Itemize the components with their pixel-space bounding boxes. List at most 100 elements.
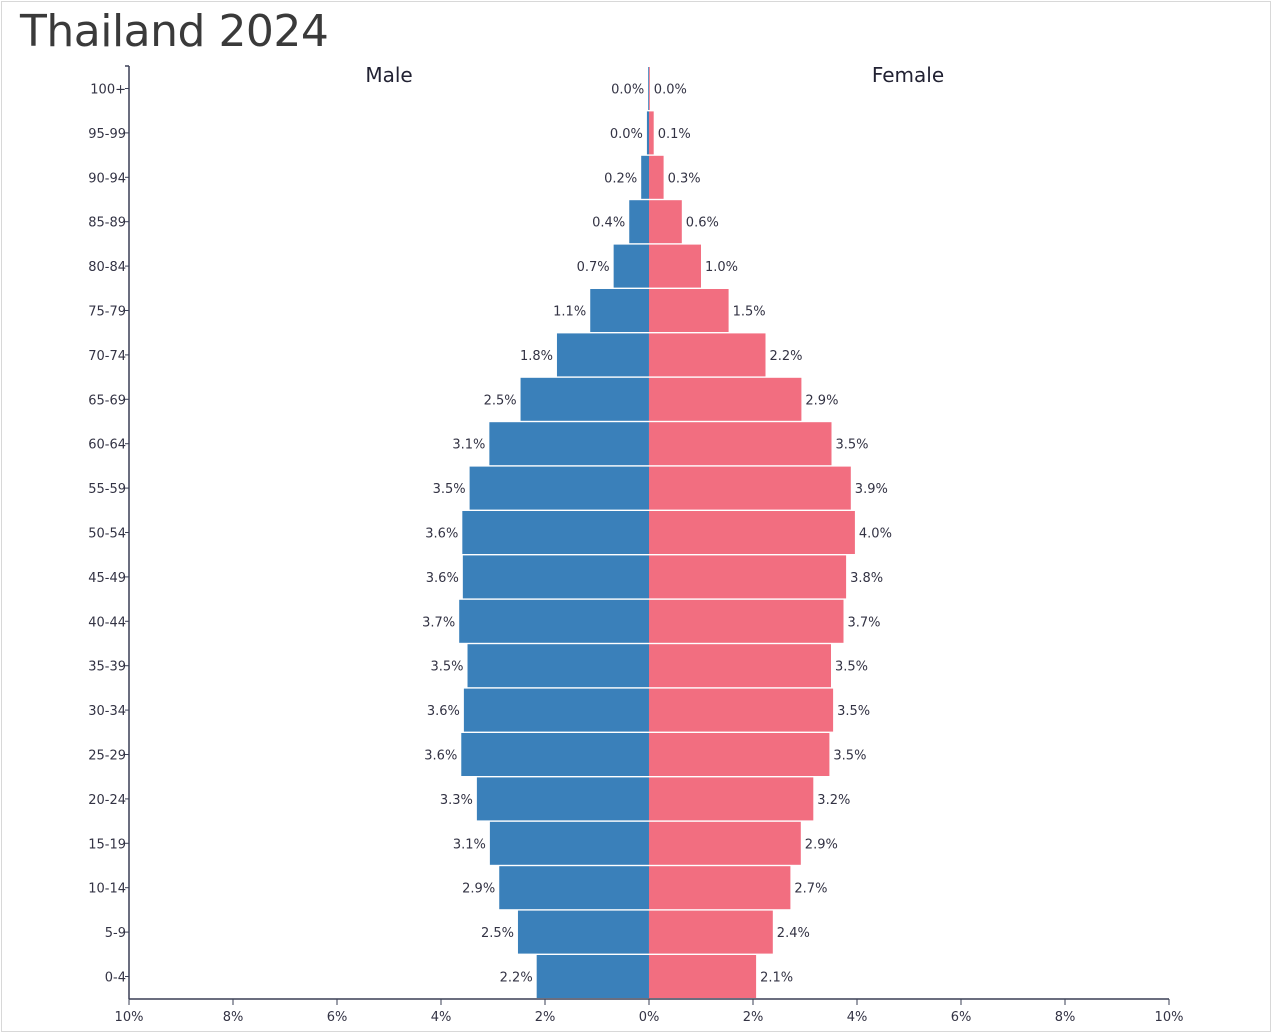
x-tick-label: 10% [115,1010,144,1025]
x-tick-label: 6% [951,1010,972,1025]
data-label-male-age-95-99: 0.0% [610,127,643,142]
y-tick-label-age-100-plus: 100+ [90,83,126,98]
bar-male-age-60-64 [489,422,649,466]
x-tick-label: 6% [327,1010,348,1025]
x-tick-label: 8% [1055,1010,1076,1025]
data-label-female-age-25-29: 3.5% [833,749,866,764]
bar-female-age-75-79 [649,289,729,332]
x-tick-label: 4% [847,1010,868,1025]
data-label-male-age-85-89: 0.4% [592,216,625,231]
y-tick-label-age-15-19: 15-19 [88,837,126,852]
bar-female-age-90-94 [649,155,664,199]
data-label-female-age-0-4: 2.1% [760,971,793,986]
bar-male-age-95-99 [646,111,650,155]
bar-female-age-100-plus [649,67,650,110]
y-tick-label-age-5-9: 5-9 [105,926,126,941]
bar-male-age-65-69 [520,377,649,421]
bar-female-age-0-4 [649,955,757,998]
y-tick-label-age-50-54: 50-54 [88,527,126,542]
data-label-male-age-75-79: 1.1% [553,305,586,320]
data-label-male-age-15-19: 3.1% [453,837,486,852]
y-tick-label-age-75-79: 75-79 [88,305,126,320]
data-label-male-age-5-9: 2.5% [481,926,514,941]
y-tick-label-age-65-69: 65-69 [88,393,126,408]
legend-female-label: Female [872,63,944,87]
y-tick-label-age-95-99: 95-99 [88,127,126,142]
y-tick-label-age-80-84: 80-84 [88,260,126,275]
data-label-female-age-85-89: 0.6% [686,216,719,231]
y-tick-label-age-45-49: 45-49 [88,571,126,586]
bar-female-age-10-14 [649,866,791,910]
bar-male-age-55-59 [469,466,649,510]
x-tick-label: 8% [223,1010,244,1025]
x-tick-label: 2% [743,1010,764,1025]
y-tick-label-age-30-34: 30-34 [88,704,126,719]
bar-female-age-15-19 [649,821,801,865]
y-tick-label-age-35-39: 35-39 [88,660,126,675]
x-tick-label: 4% [431,1010,452,1025]
bar-male-age-70-74 [556,333,649,377]
y-tick-label-age-55-59: 55-59 [88,482,126,497]
bar-male-age-100-plus [648,67,649,110]
data-label-female-age-70-74: 2.2% [770,349,803,364]
bar-male-age-40-44 [459,599,649,643]
y-tick-label-age-85-89: 85-89 [88,216,126,231]
y-tick-label-age-20-24: 20-24 [88,793,126,808]
page-title: Thailand 2024 [20,6,329,57]
bar-female-age-70-74 [649,333,766,377]
data-label-male-age-35-39: 3.5% [430,660,463,675]
bar-female-age-80-84 [649,244,701,288]
data-label-male-age-20-24: 3.3% [440,793,473,808]
bar-male-age-5-9 [517,910,649,954]
data-label-female-age-45-49: 3.8% [850,571,883,586]
bar-male-age-75-79 [590,289,650,332]
bar-female-age-40-44 [649,599,844,643]
bar-male-age-0-4 [536,955,649,998]
y-tick-label-age-70-74: 70-74 [88,349,126,364]
data-label-male-age-10-14: 2.9% [462,882,495,897]
y-tick-label-age-60-64: 60-64 [88,438,126,453]
bar-female-age-30-34 [649,688,834,732]
bar-male-age-80-84 [613,244,650,288]
data-label-male-age-80-84: 0.7% [577,260,610,275]
bar-female-age-5-9 [649,910,773,954]
data-label-male-age-50-54: 3.6% [425,527,458,542]
bar-male-age-20-24 [476,777,649,821]
data-label-female-age-5-9: 2.4% [777,926,810,941]
data-label-female-age-80-84: 1.0% [705,260,738,275]
bar-male-age-50-54 [462,511,650,554]
y-tick-label-age-0-4: 0-4 [105,971,126,986]
bar-female-age-65-69 [649,377,802,421]
data-label-female-age-15-19: 2.9% [805,837,838,852]
bar-female-age-35-39 [649,644,831,688]
bar-male-age-15-19 [489,821,649,865]
y-tick-label-age-10-14: 10-14 [88,882,126,897]
data-label-male-age-25-29: 3.6% [424,749,457,764]
y-tick-label-age-40-44: 40-44 [88,615,126,630]
data-label-female-age-75-79: 1.5% [733,305,766,320]
data-label-female-age-100-plus: 0.0% [654,83,687,98]
data-label-male-age-100-plus: 0.0% [611,83,644,98]
bar-male-age-90-94 [641,155,649,199]
data-label-female-age-95-99: 0.1% [658,127,691,142]
data-label-male-age-0-4: 2.2% [500,971,533,986]
x-tick-label: 0% [639,1010,660,1025]
bar-male-age-45-49 [462,555,650,599]
bar-female-age-85-89 [649,200,682,244]
data-label-female-age-20-24: 3.2% [817,793,850,808]
y-tick-label-age-90-94: 90-94 [88,171,126,186]
data-label-female-age-50-54: 4.0% [859,527,892,542]
bar-female-age-60-64 [649,422,832,466]
bar-female-age-55-59 [649,466,851,510]
data-label-male-age-30-34: 3.6% [427,704,460,719]
bar-female-age-95-99 [649,111,654,155]
bar-male-age-25-29 [461,733,649,776]
data-label-female-age-30-34: 3.5% [837,704,870,719]
data-label-female-age-35-39: 3.5% [835,660,868,675]
data-label-male-age-40-44: 3.7% [422,615,455,630]
bar-female-age-45-49 [649,555,847,599]
data-label-male-age-90-94: 0.2% [604,171,637,186]
data-label-female-age-40-44: 3.7% [848,615,881,630]
